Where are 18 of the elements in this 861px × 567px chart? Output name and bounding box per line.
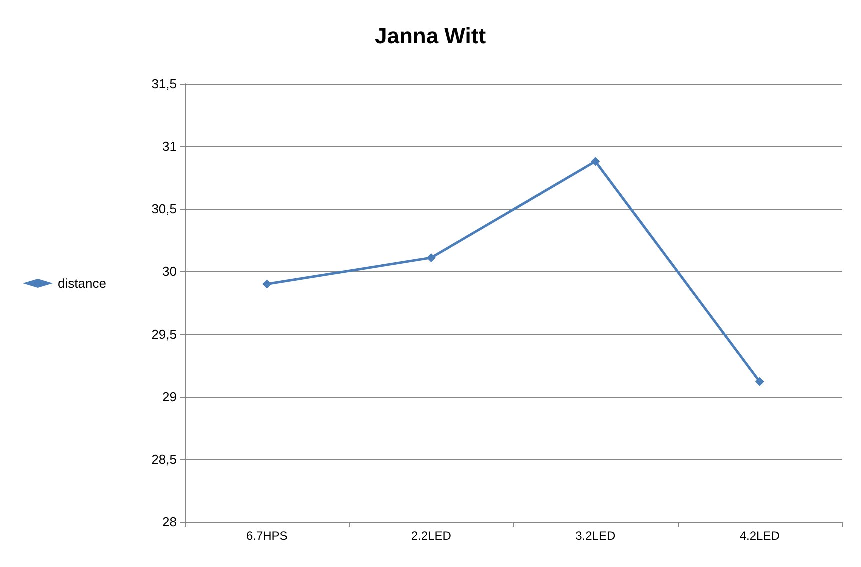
x-tick-label: 3.2LED: [576, 529, 616, 543]
y-tick-label: 28: [162, 514, 177, 530]
y-tick-label: 29,5: [152, 326, 177, 342]
y-tick-label: 28,5: [152, 452, 177, 467]
y-tick-label: 31,5: [152, 76, 177, 92]
point: [262, 280, 272, 289]
x-tick-label: 2.2LED: [411, 529, 452, 543]
y-tick-label: 30,5: [152, 202, 177, 217]
y-tick-label: 31: [162, 139, 177, 154]
y-tick-label: 30: [162, 264, 177, 280]
y-tick-label: 29: [162, 389, 177, 404]
legend-label: distance: [58, 276, 106, 291]
point: [426, 253, 436, 262]
point: [591, 157, 600, 166]
point: [755, 377, 764, 386]
chart-title: Janna Witt: [374, 24, 487, 48]
x-tick-label: 4.2LED: [740, 529, 780, 543]
x-tick-label: 6.7HPS: [246, 529, 288, 543]
